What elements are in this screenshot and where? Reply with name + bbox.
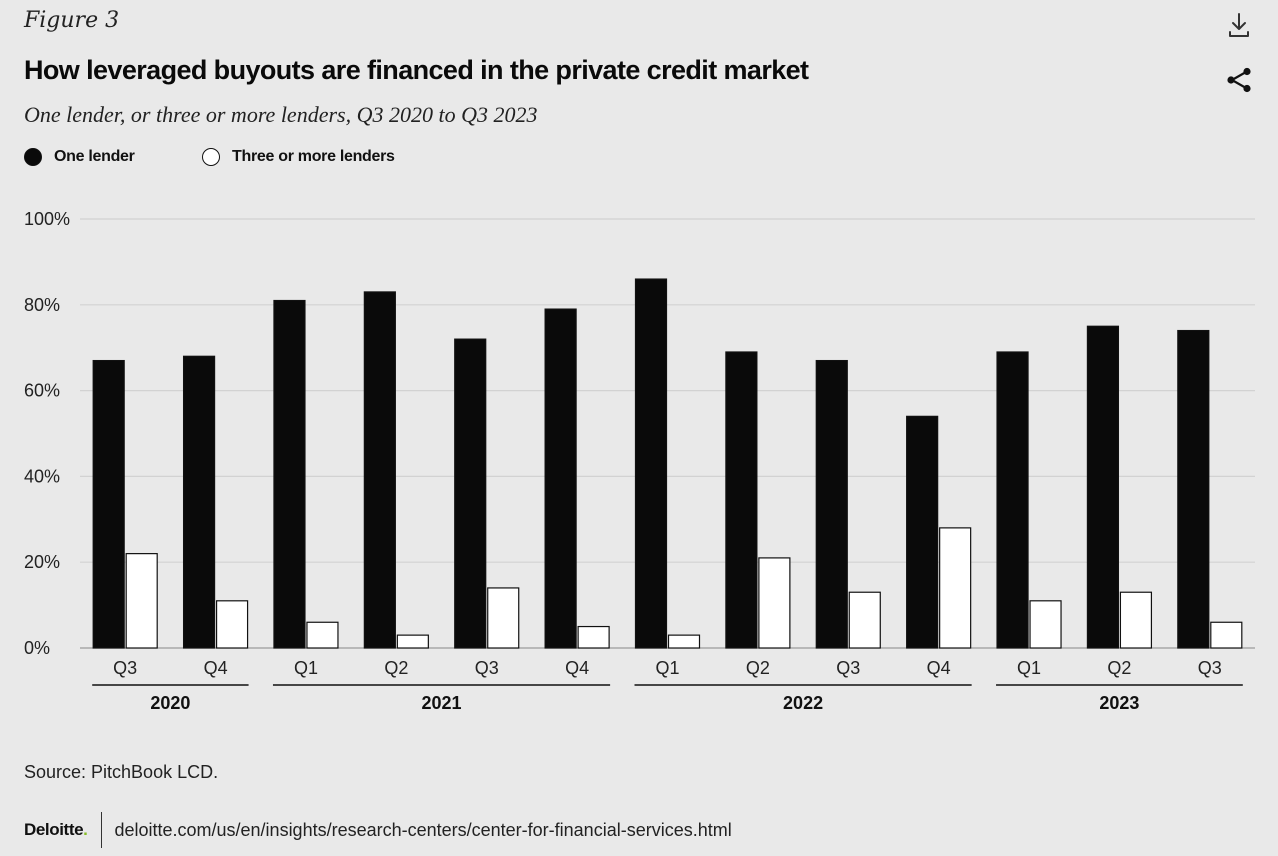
x-tick-label: Q4 <box>565 658 589 678</box>
x-tick-label: Q2 <box>1107 658 1131 678</box>
bar-one-lender <box>634 278 668 649</box>
bar-three-or-more-lenders <box>125 553 158 649</box>
x-tick-label: Q2 <box>384 658 408 678</box>
year-label: 2022 <box>783 693 823 713</box>
bar-three-or-more-lenders <box>1119 591 1153 649</box>
y-tick-label: 80% <box>24 295 60 315</box>
year-label: 2023 <box>1099 693 1139 713</box>
year-label: 2020 <box>150 693 190 713</box>
figure-label: Figure 3 <box>24 8 120 33</box>
year-label: 2021 <box>422 693 462 713</box>
bar-one-lender <box>273 299 306 649</box>
x-tick-label: Q1 <box>294 658 318 678</box>
legend-label: One lender <box>54 148 135 165</box>
brand-name: Deloitte <box>24 820 84 839</box>
bar-one-lender <box>996 351 1029 649</box>
brand-dot: . <box>83 820 88 839</box>
bar-three-or-more-lenders <box>1029 600 1062 649</box>
bar-one-lender <box>1086 325 1120 649</box>
y-tick-label: 100% <box>24 209 70 229</box>
x-tick-label: Q3 <box>475 658 499 678</box>
bar-three-or-more-lenders <box>577 625 610 649</box>
legend-label: Three or more lenders <box>232 148 395 165</box>
footer-link[interactable]: deloitte.com/us/en/insights/research-cen… <box>114 819 732 840</box>
bar-chart: 0% 20% 40% 60% 80% 100% Q3 Q4 Q1 Q2 Q3 Q4 Q1 Q2 Q3 Q4 Q1… <box>24 209 1255 713</box>
bar-three-or-more-lenders <box>758 557 791 649</box>
x-tick-label: Q4 <box>204 658 228 678</box>
y-tick-label: 20% <box>24 552 60 572</box>
source-note: Source: PitchBook LCD. <box>24 762 219 782</box>
x-tick-label: Q1 <box>655 658 679 678</box>
legend-item-one-lender[interactable]: One lender <box>24 148 135 166</box>
bar-three-or-more-lenders <box>1210 621 1243 649</box>
bar-three-or-more-lenders <box>667 634 701 649</box>
x-tick-label: Q1 <box>1017 658 1041 678</box>
bar-one-lender <box>544 308 577 649</box>
x-tick-label: Q2 <box>746 658 770 678</box>
download-icon[interactable] <box>1224 10 1254 40</box>
bar-one-lender <box>92 359 125 649</box>
legend-item-three-or-more-lenders[interactable]: Three or more lenders <box>202 148 395 166</box>
share-icon[interactable] <box>1224 65 1254 95</box>
footer: Deloitte. deloitte.com/us/en/insights/re… <box>24 812 732 848</box>
bar-one-lender <box>725 351 758 649</box>
footer-divider <box>101 812 103 848</box>
bar-three-or-more-lenders <box>939 527 972 649</box>
x-tick-label: Q3 <box>836 658 860 678</box>
legend-swatch-one-lender <box>24 148 42 166</box>
legend-swatch-three-or-more-lenders <box>202 148 220 166</box>
x-tick-label: Q4 <box>927 658 951 678</box>
bar-three-or-more-lenders <box>487 587 520 649</box>
bar-one-lender <box>454 338 487 649</box>
chart-subtitle: One lender, or three or more lenders, Q3… <box>24 102 538 127</box>
bar-three-or-more-lenders <box>215 600 249 649</box>
bar-one-lender <box>1177 329 1210 649</box>
chart-title: How leveraged buyouts are financed in th… <box>24 55 809 85</box>
bar-one-lender <box>182 355 216 649</box>
y-tick-label: 40% <box>24 466 60 486</box>
bar-three-or-more-lenders <box>396 634 429 649</box>
bar-one-lender <box>363 291 396 649</box>
y-tick-label: 0% <box>24 638 50 658</box>
brand-logo: Deloitte. <box>24 820 88 840</box>
bar-one-lender <box>815 359 848 649</box>
bar-three-or-more-lenders <box>306 621 339 649</box>
x-tick-label: Q3 <box>1198 658 1222 678</box>
x-tick-label: Q3 <box>113 658 137 678</box>
bar-one-lender <box>906 415 939 649</box>
bar-three-or-more-lenders <box>848 591 881 649</box>
y-tick-label: 60% <box>24 381 60 401</box>
